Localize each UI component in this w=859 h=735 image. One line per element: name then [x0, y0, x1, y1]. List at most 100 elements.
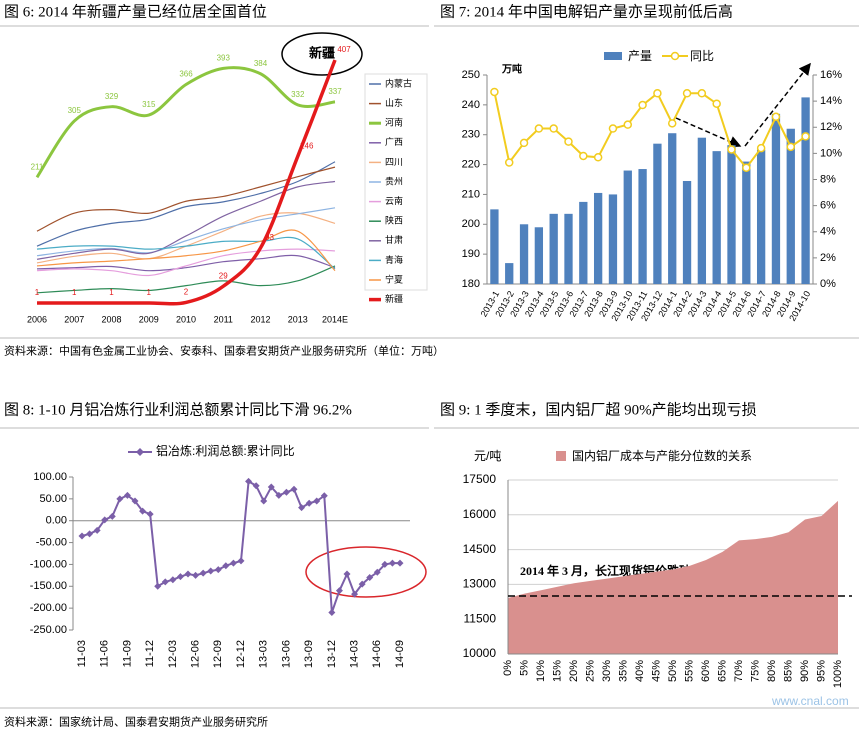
series-line [36, 229, 336, 272]
x-tick-label: 5% [518, 660, 530, 676]
y-tick-label: 220 [462, 158, 480, 170]
x-tick-label: 11-06 [99, 640, 111, 667]
legend-label: 云南 [385, 195, 403, 206]
y2-tick-label: 16% [820, 69, 842, 81]
x-tick-label: 11-09 [121, 640, 133, 667]
y2-tick-label: 10% [820, 147, 842, 159]
data-label: 332 [291, 90, 305, 99]
x-tick-label: 55% [683, 660, 695, 682]
x-tick-label: 13-06 [280, 640, 292, 668]
point [101, 516, 109, 524]
legend-label: 贵州 [385, 175, 403, 186]
data-label: 246 [300, 141, 314, 150]
point [154, 582, 162, 590]
bar [756, 149, 766, 284]
y-tick-label: 210 [462, 188, 480, 200]
x-tick-label: 90% [799, 660, 811, 682]
y-tick-label: -150.00 [30, 580, 67, 592]
bar [534, 227, 544, 284]
x-tick-label: 70% [733, 660, 745, 682]
point [727, 145, 736, 154]
y2-tick-label: 8% [820, 173, 836, 185]
point [245, 477, 253, 485]
figure-caption: 图 7: 2014 年中国电解铝产量亦呈现前低后高 [440, 3, 733, 20]
bar [505, 263, 514, 284]
legend-label: 内蒙古 [385, 77, 412, 88]
x-tick-label: 85% [782, 660, 794, 682]
x-tick-label: 10% [535, 660, 547, 682]
x-tick-label: 2008 [101, 314, 121, 324]
y-tick-label: 240 [462, 99, 480, 111]
point [504, 158, 514, 167]
trend-arrow [675, 117, 742, 148]
series-line [35, 66, 336, 179]
bar [638, 169, 647, 284]
y-tick-label: 100.00 [33, 471, 67, 483]
x-tick-label: 2006 [27, 314, 47, 324]
bar [786, 128, 795, 284]
legend-label: 新疆 [385, 293, 403, 304]
x-tick-label: 13-12 [326, 640, 338, 668]
y-tick-label: 50.00 [39, 493, 67, 505]
point [682, 89, 692, 98]
watermark: www.cnal.com [771, 694, 849, 708]
point [214, 566, 222, 574]
point [638, 100, 647, 110]
series-line [36, 265, 336, 294]
point [667, 119, 677, 128]
x-tick-label: 12-03 [167, 640, 179, 668]
bar [593, 192, 603, 284]
y-tick-label: 180 [462, 278, 480, 290]
legend-label: 甘肃 [385, 234, 403, 245]
point [373, 568, 381, 576]
point [351, 590, 359, 598]
series-line [493, 91, 807, 170]
point [131, 497, 139, 505]
y2-tick-label: 12% [820, 121, 842, 133]
x-tick-label: 2009 [139, 314, 159, 324]
point [192, 571, 200, 579]
bar [682, 180, 692, 284]
x-tick-label: 2012 [250, 314, 270, 324]
x-tick-label: 15% [551, 660, 563, 682]
point [139, 507, 147, 515]
point [343, 570, 351, 578]
source-note: 资料来源：国家统计局、国泰君安期货产业服务研究所 [4, 715, 268, 729]
y-tick-label: 13000 [463, 577, 497, 591]
x-tick-label: 20% [568, 660, 580, 682]
y-tick-label: -250.00 [30, 624, 67, 636]
data-label: 315 [142, 100, 156, 109]
point [78, 532, 86, 540]
data-label: 393 [217, 53, 231, 62]
highlight-ellipse [305, 546, 427, 598]
point [756, 143, 766, 153]
bar [564, 213, 573, 284]
x-tick-label: 2007 [64, 314, 84, 324]
bar [742, 161, 751, 284]
data-label: 1 [35, 288, 40, 297]
x-tick-label: 35% [617, 660, 629, 682]
x-tick-label: 12-09 [212, 640, 224, 668]
x-tick-label: 25% [584, 660, 596, 682]
y-tick-label: 250 [462, 69, 480, 81]
point [260, 497, 268, 505]
bar [579, 201, 588, 284]
x-tick-label: 50% [667, 660, 679, 682]
point [237, 557, 245, 565]
x-tick-label: 11-03 [76, 640, 88, 667]
point [313, 497, 321, 505]
x-tick-label: 30% [601, 660, 613, 682]
x-tick-label: 100% [832, 660, 844, 688]
point [176, 573, 184, 581]
series-line [36, 254, 336, 272]
bar [549, 213, 558, 284]
panel-borders [0, 25, 859, 709]
y2-tick-label: 6% [820, 200, 836, 212]
series-line [37, 59, 337, 306]
point [742, 163, 751, 172]
legend-label: 青海 [385, 254, 403, 265]
x-tick-label: 2014E [322, 314, 348, 324]
point [298, 504, 306, 512]
x-tick-label: 11-12 [144, 640, 156, 667]
x-tick-label: 13-09 [303, 640, 315, 668]
